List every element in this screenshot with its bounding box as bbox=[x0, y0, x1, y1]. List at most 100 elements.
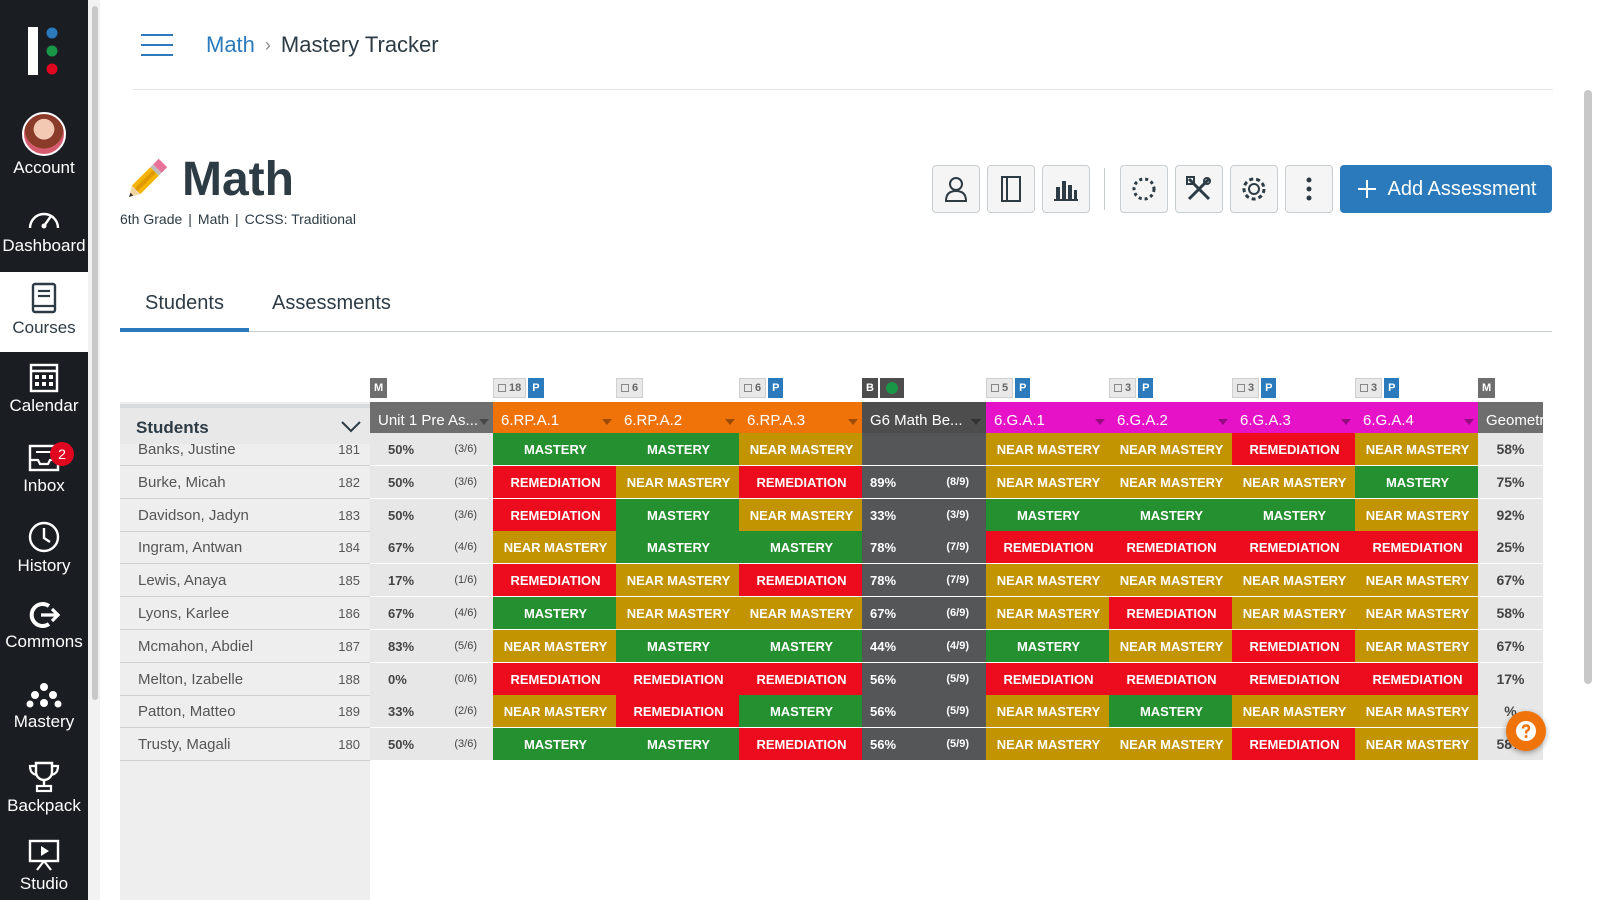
nav-dashboard[interactable]: Dashboard bbox=[0, 196, 88, 276]
geometry-score-cell[interactable]: 58% bbox=[1478, 597, 1544, 630]
mastery-cell[interactable]: REMEDIATION bbox=[739, 564, 865, 598]
mastery-cell[interactable]: NEAR MASTERY bbox=[986, 695, 1112, 729]
pre-assessment-cell[interactable]: 67% (4/6) bbox=[370, 531, 496, 565]
students-column-header[interactable]: Students bbox=[120, 404, 370, 444]
nav-inbox[interactable]: Inbox bbox=[0, 432, 88, 512]
mastery-cell[interactable]: REMEDIATION bbox=[1109, 531, 1235, 565]
nav-studio[interactable]: Studio bbox=[0, 830, 88, 900]
mastery-cell[interactable]: NEAR MASTERY bbox=[616, 564, 742, 598]
mastery-cell[interactable]: NEAR MASTERY bbox=[1355, 564, 1481, 598]
geometry-score-cell[interactable]: 58% bbox=[1478, 433, 1544, 466]
benchmark-cell[interactable] bbox=[862, 433, 988, 466]
mastery-cell[interactable]: NEAR MASTERY bbox=[1109, 728, 1235, 762]
mastery-cell[interactable]: NEAR MASTERY bbox=[986, 433, 1112, 466]
mastery-cell[interactable]: NEAR MASTERY bbox=[1109, 433, 1235, 466]
pre-assessment-cell[interactable]: 50% (3/6) bbox=[370, 465, 496, 499]
mastery-cell[interactable]: REMEDIATION bbox=[986, 662, 1112, 696]
mastery-cell[interactable]: MASTERY bbox=[1232, 498, 1358, 532]
mastery-cell[interactable]: MASTERY bbox=[493, 597, 619, 630]
mastery-cell[interactable]: NEAR MASTERY bbox=[493, 629, 619, 663]
nav-backpack[interactable]: Backpack bbox=[0, 752, 88, 832]
mastery-cell[interactable]: REMEDIATION bbox=[986, 531, 1112, 565]
student-name[interactable]: Trusty, Magali 180 bbox=[120, 728, 370, 762]
mastery-cell[interactable]: NEAR MASTERY bbox=[1232, 695, 1358, 729]
benchmark-cell[interactable]: 78% (7/9) bbox=[862, 564, 988, 598]
student-name[interactable]: Ingram, Antwan 184 bbox=[120, 531, 370, 565]
mastery-cell[interactable]: NEAR MASTERY bbox=[739, 597, 865, 630]
mastery-cell[interactable]: MASTERY bbox=[739, 629, 865, 663]
mastery-cell[interactable]: MASTERY bbox=[739, 531, 865, 565]
nav-scrollbar[interactable] bbox=[88, 0, 100, 900]
student-name[interactable]: Burke, Micah 182 bbox=[120, 466, 370, 499]
geometry-score-cell[interactable]: 17% bbox=[1478, 662, 1544, 696]
breadcrumb-course-link[interactable]: Math bbox=[206, 32, 255, 57]
mastery-cell[interactable]: MASTERY bbox=[616, 728, 742, 762]
mastery-cell[interactable]: NEAR MASTERY bbox=[1355, 597, 1481, 630]
mastery-cell[interactable]: REMEDIATION bbox=[493, 498, 619, 532]
mastery-cell[interactable]: REMEDIATION bbox=[493, 662, 619, 696]
mastery-cell[interactable]: REMEDIATION bbox=[616, 662, 742, 696]
mastery-cell[interactable]: NEAR MASTERY bbox=[739, 498, 865, 532]
pre-assessment-cell[interactable]: 83% (5/6) bbox=[370, 629, 496, 663]
mastery-cell[interactable]: REMEDIATION bbox=[1232, 531, 1358, 565]
mastery-cell[interactable]: MASTERY bbox=[616, 433, 742, 466]
benchmark-cell[interactable]: 78% (7/9) bbox=[862, 531, 988, 565]
geometry-score-cell[interactable]: 25% bbox=[1478, 531, 1544, 565]
geometry-score-cell[interactable]: 67% bbox=[1478, 564, 1544, 598]
student-name[interactable]: Banks, Justine 181 bbox=[120, 433, 370, 466]
mastery-cell[interactable]: MASTERY bbox=[986, 498, 1112, 532]
tools-button[interactable] bbox=[1175, 165, 1223, 213]
pre-assessment-cell[interactable]: 33% (2/6) bbox=[370, 695, 496, 729]
mastery-cell[interactable]: MASTERY bbox=[616, 629, 742, 663]
mastery-cell[interactable]: NEAR MASTERY bbox=[493, 531, 619, 565]
benchmark-cell[interactable]: 67% (6/9) bbox=[862, 597, 988, 630]
mastery-cell[interactable]: MASTERY bbox=[986, 629, 1112, 663]
mastery-cell[interactable]: REMEDIATION bbox=[1109, 662, 1235, 696]
geometry-score-cell[interactable]: 92% bbox=[1478, 498, 1544, 532]
nav-history[interactable]: History bbox=[0, 512, 88, 592]
help-button[interactable] bbox=[1506, 711, 1546, 751]
mastery-cell[interactable]: NEAR MASTERY bbox=[616, 465, 742, 499]
mastery-cell[interactable]: NEAR MASTERY bbox=[986, 597, 1112, 630]
column-header[interactable]: Unit 1 Pre As... bbox=[370, 402, 496, 444]
mastery-cell[interactable]: NEAR MASTERY bbox=[986, 728, 1112, 762]
benchmark-cell[interactable]: 33% (3/9) bbox=[862, 498, 988, 532]
mastery-cell[interactable]: NEAR MASTERY bbox=[1109, 629, 1235, 663]
mastery-cell[interactable]: NEAR MASTERY bbox=[1109, 564, 1235, 598]
sync-button[interactable] bbox=[1120, 165, 1168, 213]
mastery-cell[interactable]: MASTERY bbox=[739, 695, 865, 729]
pre-assessment-cell[interactable]: 50% (3/6) bbox=[370, 433, 496, 466]
student-name[interactable]: Mcmahon, Abdiel 187 bbox=[120, 630, 370, 663]
mastery-cell[interactable]: REMEDIATION bbox=[739, 465, 865, 499]
mastery-cell[interactable]: REMEDIATION bbox=[1232, 662, 1358, 696]
mastery-cell[interactable]: REMEDIATION bbox=[493, 564, 619, 598]
tab-assessments[interactable]: Assessments bbox=[272, 292, 391, 314]
benchmark-cell[interactable]: 56% (5/9) bbox=[862, 728, 988, 762]
nav-account[interactable]: Account bbox=[0, 104, 88, 184]
student-name[interactable]: Patton, Matteo 189 bbox=[120, 695, 370, 729]
gradebook-button[interactable] bbox=[987, 165, 1035, 213]
pre-assessment-cell[interactable]: 50% (3/6) bbox=[370, 498, 496, 532]
mastery-cell[interactable]: NEAR MASTERY bbox=[1232, 465, 1358, 499]
mastery-cell[interactable]: REMEDIATION bbox=[1232, 728, 1358, 762]
mastery-cell[interactable]: MASTERY bbox=[1109, 695, 1235, 729]
student-name[interactable]: Melton, Izabelle 188 bbox=[120, 663, 370, 696]
mastery-cell[interactable]: REMEDIATION bbox=[1109, 597, 1235, 630]
mastery-cell[interactable]: NEAR MASTERY bbox=[1355, 695, 1481, 729]
hamburger-menu-button[interactable] bbox=[141, 34, 173, 58]
mastery-cell[interactable]: NEAR MASTERY bbox=[739, 433, 865, 466]
nav-mastery[interactable]: Mastery bbox=[0, 672, 88, 752]
mastery-cell[interactable]: NEAR MASTERY bbox=[493, 695, 619, 729]
mastery-cell[interactable]: NEAR MASTERY bbox=[1355, 498, 1481, 532]
mastery-cell[interactable]: NEAR MASTERY bbox=[986, 564, 1112, 598]
student-name[interactable]: Lyons, Karlee 186 bbox=[120, 597, 370, 630]
mastery-cell[interactable]: MASTERY bbox=[616, 531, 742, 565]
mastery-cell[interactable]: REMEDIATION bbox=[1232, 433, 1358, 466]
mastery-cell[interactable]: MASTERY bbox=[1109, 498, 1235, 532]
student-name[interactable]: Lewis, Anaya 185 bbox=[120, 564, 370, 598]
mastery-cell[interactable]: MASTERY bbox=[493, 728, 619, 762]
student-view-button[interactable] bbox=[932, 165, 980, 213]
nav-courses[interactable]: Courses bbox=[0, 272, 88, 352]
settings-button[interactable] bbox=[1230, 165, 1278, 213]
nav-calendar[interactable]: Calendar bbox=[0, 352, 88, 432]
